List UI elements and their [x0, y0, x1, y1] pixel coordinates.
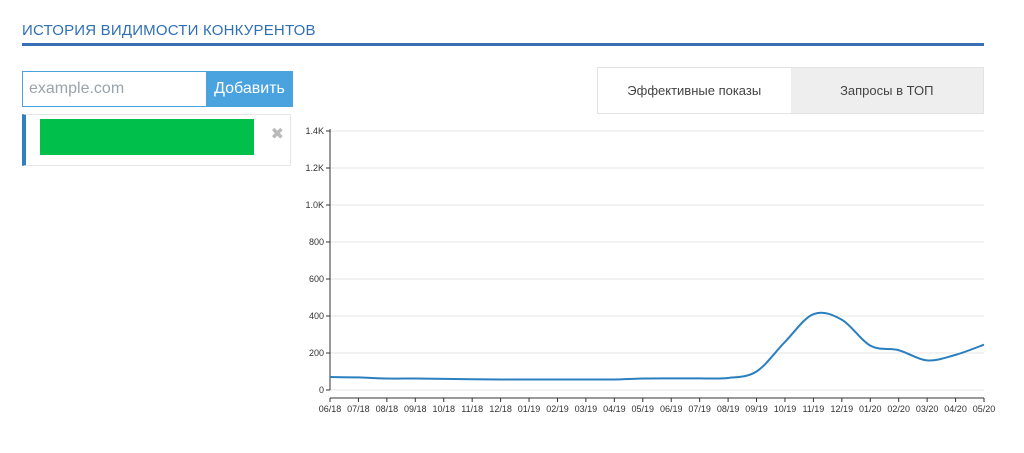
y-tick-label: 600	[309, 274, 324, 284]
x-tick-label: 07/18	[347, 404, 370, 414]
tab-top-queries[interactable]: Запросы в ТОП	[790, 68, 983, 113]
y-tick-label: 1.0K	[305, 200, 324, 210]
x-tick-label: 12/19	[831, 404, 854, 414]
close-icon[interactable]: ✖	[270, 126, 284, 143]
x-tick-label: 04/19	[603, 404, 626, 414]
x-tick-label: 06/18	[319, 404, 342, 414]
y-tick-label: 1.2K	[305, 163, 324, 173]
x-tick-label: 12/18	[489, 404, 512, 414]
metric-tabs: Эффективные показы Запросы в ТОП	[597, 67, 984, 114]
visibility-line-chart: 0 200 400 600 800 1.0K 1.2K 1.4K 06/18 07/18 08/18…	[305, 126, 996, 414]
competitor-color-swatch	[40, 119, 254, 155]
x-tick-label: 10/18	[432, 404, 455, 414]
x-tick-label: 11/18	[461, 404, 483, 414]
tab-effective-impressions[interactable]: Эффективные показы	[598, 68, 791, 113]
x-tick-label: 08/19	[717, 404, 740, 414]
x-tick-label: 09/18	[404, 404, 427, 414]
y-tick-label: 400	[309, 311, 324, 321]
title-divider	[22, 43, 984, 46]
y-tick-label: 1.4K	[305, 126, 324, 136]
x-tick-label: 01/19	[518, 404, 541, 414]
x-tick-label: 03/20	[916, 404, 939, 414]
x-tick-label: 07/19	[688, 404, 711, 414]
x-tick-label: 05/20	[973, 404, 996, 414]
domain-input[interactable]	[22, 71, 206, 107]
add-competitor-form: Добавить	[22, 71, 293, 107]
x-tick-label: 03/19	[575, 404, 598, 414]
series-line	[329, 311, 985, 381]
x-tick-label: 09/19	[745, 404, 768, 414]
x-tick-label: 11/19	[802, 404, 824, 414]
x-tick-label: 04/20	[944, 404, 967, 414]
competitor-item: ✖	[22, 114, 291, 166]
x-tick-label: 01/20	[859, 404, 882, 414]
x-tick-label: 05/19	[632, 404, 655, 414]
y-tick-label: 0	[319, 385, 324, 395]
x-tick-label: 02/20	[887, 404, 910, 414]
x-tick-label: 08/18	[376, 404, 399, 414]
page-title: ИСТОРИЯ ВИДИМОСТИ КОНКУРЕНТОВ	[22, 22, 316, 39]
y-tick-label: 200	[309, 348, 324, 358]
y-tick-label: 800	[309, 237, 324, 247]
x-tick-label: 02/19	[546, 404, 569, 414]
add-button[interactable]: Добавить	[206, 71, 293, 107]
x-tick-label: 06/19	[660, 404, 683, 414]
x-tick-label: 10/19	[774, 404, 797, 414]
